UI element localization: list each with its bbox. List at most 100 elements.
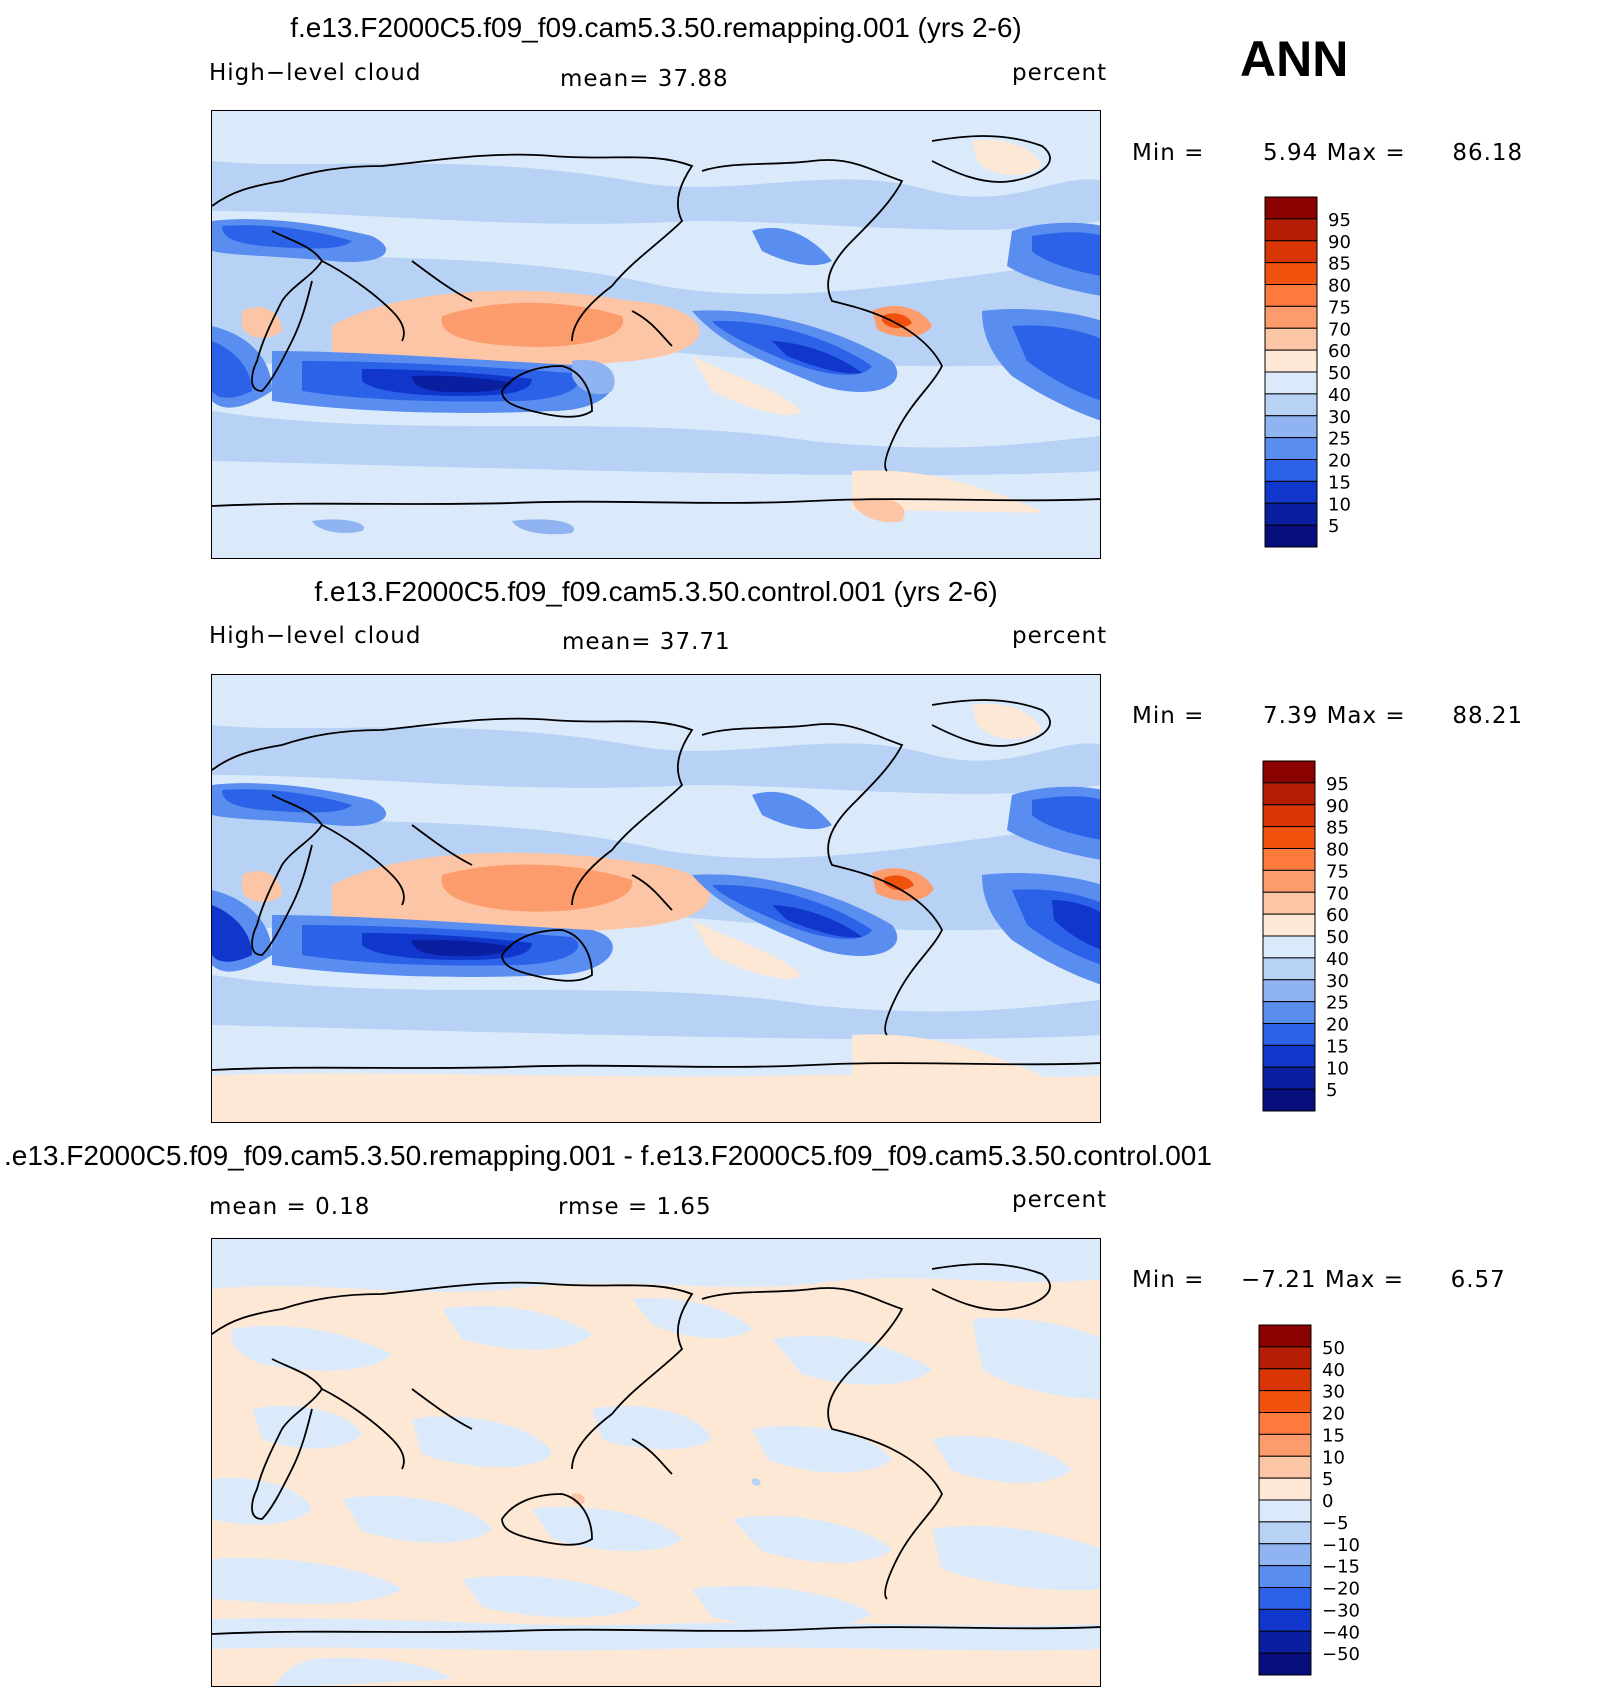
colorbar-swatch	[1258, 1587, 1312, 1610]
colorbar-swatch	[1262, 1001, 1316, 1024]
colorbar-tick-label: 70	[1326, 883, 1349, 904]
panel-3-map	[211, 1238, 1101, 1687]
colorbar-tick-label: 25	[1328, 429, 1351, 450]
panel-2-contour-field	[212, 675, 1100, 1122]
panel-2-max-value: 88.21	[1452, 703, 1524, 729]
colorbar-tick-label: 30	[1328, 407, 1351, 428]
panel-3-contour-field	[212, 1239, 1100, 1686]
colorbar-swatch	[1264, 371, 1318, 395]
panel-2-coastlines	[212, 699, 1100, 1071]
colorbar-swatch	[1258, 1412, 1312, 1435]
colorbar-swatch	[1258, 1630, 1312, 1654]
panel-2-variable-label: High−level cloud	[209, 623, 422, 649]
colorbar-tick-label: 15	[1326, 1036, 1349, 1057]
colorbar-swatch	[1262, 848, 1316, 871]
colorbar-tick-label: 95	[1328, 210, 1351, 231]
colorbar-swatch	[1258, 1368, 1312, 1392]
colorbar-swatch	[1264, 305, 1318, 329]
panel-2-min-label: Min =	[1132, 703, 1205, 729]
colorbar-tick-label: −30	[1322, 1600, 1360, 1621]
colorbar-tick-label: 0	[1322, 1491, 1333, 1512]
colorbar-swatch	[1264, 349, 1318, 373]
panel-2-units-label: percent	[1012, 623, 1108, 649]
colorbar-tick-label: 10	[1328, 494, 1351, 515]
colorbar-tick-label: −40	[1322, 1622, 1360, 1643]
colorbar-swatch	[1262, 1066, 1316, 1090]
colorbar-tick-label: 20	[1326, 1015, 1349, 1036]
panel-3-rmse-label: rmse = 1.65	[558, 1194, 712, 1220]
panel-3-max-label: Max =	[1324, 1267, 1404, 1293]
colorbar-swatch	[1258, 1652, 1312, 1676]
panel-3-mean-label: mean = 0.18	[209, 1194, 371, 1220]
panel-1-max-label: Max =	[1326, 140, 1406, 166]
colorbar-swatch	[1258, 1346, 1312, 1370]
colorbar-swatch	[1264, 415, 1318, 439]
panel-3-units-label: percent	[1012, 1187, 1108, 1213]
panel-1-min-value: 5.94	[1263, 140, 1319, 166]
panel-3-min-value: −7.21	[1241, 1267, 1317, 1293]
panel-3-coastlines	[212, 1263, 1100, 1635]
colorbar-tick-label: 95	[1326, 774, 1349, 795]
colorbar-swatch	[1262, 826, 1316, 849]
colorbar-swatch	[1258, 1455, 1312, 1479]
colorbar-swatch	[1258, 1324, 1312, 1348]
colorbar-tick-label: 5	[1326, 1080, 1337, 1101]
colorbar-tick-label: −50	[1322, 1644, 1360, 1665]
colorbar-tick-label: 5	[1328, 516, 1339, 537]
colorbar-swatch	[1264, 327, 1318, 351]
panel-2-map	[211, 674, 1101, 1123]
season-label: ANN	[1240, 31, 1349, 87]
panel-3-min-label: Min =	[1132, 1267, 1205, 1293]
colorbar-tick-label: 30	[1326, 971, 1349, 992]
colorbar-tick-label: 10	[1326, 1058, 1349, 1079]
colorbar-swatch	[1262, 957, 1316, 981]
colorbar-swatch	[1258, 1499, 1312, 1523]
colorbar-swatch	[1262, 913, 1316, 937]
colorbar-tick-label: 60	[1326, 905, 1349, 926]
colorbar-tick-label: 60	[1328, 341, 1351, 362]
panel-3-colorbar: 50 40 30 20 15 10 5 0 −5 −10 −15 −20 −30 −40 −50	[1258, 1324, 1380, 1678]
colorbar-swatch	[1264, 459, 1318, 482]
panel-1-coastlines	[212, 135, 1100, 507]
panel-1-min-label: Min =	[1132, 140, 1205, 166]
colorbar-swatch	[1262, 782, 1316, 806]
colorbar-tick-label: 40	[1322, 1360, 1345, 1381]
panel-2-min-value: 7.39	[1263, 703, 1319, 729]
colorbar-tick-label: 25	[1326, 993, 1349, 1014]
colorbar-swatch	[1264, 437, 1318, 460]
colorbar-swatch	[1262, 1044, 1316, 1068]
colorbar-tick-label: −5	[1322, 1513, 1349, 1534]
colorbar-swatch	[1258, 1390, 1312, 1413]
colorbar-swatch	[1264, 284, 1318, 307]
colorbar-swatch	[1258, 1477, 1312, 1501]
colorbar-tick-label: 50	[1326, 927, 1349, 948]
colorbar-swatch	[1264, 262, 1318, 285]
panel-2-max-label: Max =	[1326, 703, 1406, 729]
colorbar-tick-label: −20	[1322, 1579, 1360, 1600]
colorbar-tick-label: −10	[1322, 1535, 1360, 1556]
panel-1-colorbar: 95 90 85 80 75 70 60 50 40 30 25 20 15 10 5	[1264, 196, 1386, 550]
colorbar-swatch	[1264, 393, 1318, 417]
colorbar-swatch	[1264, 218, 1318, 242]
colorbar-swatch	[1258, 1608, 1312, 1632]
colorbar-tick-label: 85	[1326, 818, 1349, 839]
colorbar-tick-label: 75	[1326, 861, 1349, 882]
colorbar-swatch	[1264, 502, 1318, 526]
colorbar-swatch	[1258, 1565, 1312, 1588]
colorbar-swatch	[1262, 979, 1316, 1003]
panel-2-colorbar: 95 90 85 80 75 70 60 50 40 30 25 20 15 10 5	[1262, 760, 1384, 1114]
colorbar-swatch	[1264, 480, 1318, 504]
colorbar-tick-label: 10	[1322, 1447, 1345, 1468]
panel-1-title: f.e13.F2000C5.f09_f09.cam5.3.50.remappin…	[290, 12, 1022, 43]
panel-2-title: f.e13.F2000C5.f09_f09.cam5.3.50.control.…	[314, 576, 998, 607]
colorbar-tick-label: 15	[1322, 1425, 1345, 1446]
colorbar-tick-label: 70	[1328, 319, 1351, 340]
colorbar-swatch	[1262, 935, 1316, 959]
colorbar-swatch	[1264, 240, 1318, 264]
panel-2-mean-label: mean= 37.71	[562, 629, 731, 655]
colorbar-tick-label: 20	[1328, 451, 1351, 472]
panel-1-map	[211, 110, 1101, 559]
colorbar-tick-label: 40	[1326, 949, 1349, 970]
